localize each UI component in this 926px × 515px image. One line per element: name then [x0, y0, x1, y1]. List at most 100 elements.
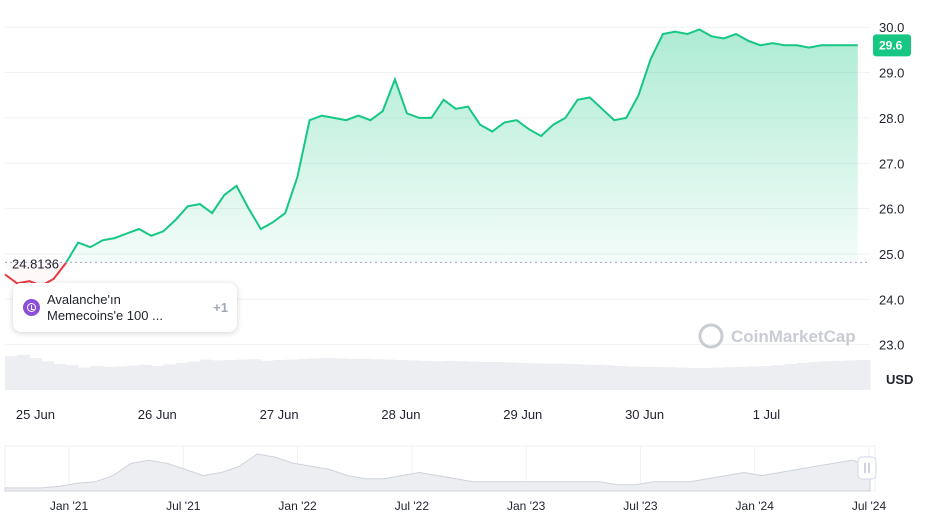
volume-bar	[53, 364, 67, 390]
navigator-label: Jul '23	[623, 499, 658, 513]
volume-bar	[723, 367, 737, 390]
navigator-label: Jan '23	[507, 499, 546, 513]
y-tick-label: 28.0	[879, 111, 904, 126]
volume-bar	[687, 368, 700, 390]
volume-bar	[382, 359, 396, 390]
navigator-label: Jul '22	[395, 499, 430, 513]
reference-price-label: 24.8136	[12, 256, 59, 271]
volume-bar	[273, 360, 286, 390]
x-tick-label: 27 Jun	[260, 407, 299, 422]
volume-bar	[370, 359, 384, 390]
volume-bar	[480, 362, 493, 390]
volume-bar	[638, 366, 652, 390]
volume-bar	[699, 368, 713, 390]
volume-bar	[309, 358, 323, 390]
volume-bar	[577, 364, 591, 390]
volume-bar	[821, 361, 834, 390]
navigator-label: Jul '24	[852, 499, 887, 513]
volume-bar	[662, 367, 676, 390]
volume-bar	[443, 360, 457, 390]
price-area	[4, 28, 858, 287]
volume-bar	[760, 366, 774, 390]
volume-bar	[297, 358, 311, 390]
volume-bar	[114, 366, 128, 390]
y-axis-labels: 30.0 29.0 28.0 27.0 26.0 25.0 24.0 23.0	[879, 20, 904, 352]
x-axis-labels: 25 Jun 26 Jun 27 Jun 28 Jun 29 Jun 30 Jun 1 Ju…	[16, 407, 780, 422]
y-tick-label: 25.0	[879, 247, 904, 262]
volume-bar	[17, 354, 30, 390]
volume-bar	[528, 363, 542, 390]
volume-bar	[29, 358, 43, 390]
volume-bar	[78, 367, 91, 390]
volume-bar	[711, 367, 725, 390]
volume-bar	[212, 360, 225, 390]
navigator-label: Jan '21	[50, 499, 89, 513]
navigator-area	[4, 453, 871, 492]
watermark-text: CoinMarketCap	[731, 327, 856, 346]
price-line	[65, 28, 858, 263]
y-tick-label: 23.0	[879, 338, 904, 353]
navigator-label: Jan '22	[278, 499, 317, 513]
volume-bar	[455, 361, 469, 390]
currency-unit: USD	[886, 372, 913, 387]
volume-bar	[492, 362, 506, 390]
volume-bar	[248, 359, 262, 390]
volume-bar	[809, 362, 822, 390]
volume-bar	[516, 362, 530, 390]
volume-bar	[650, 366, 664, 390]
news-headline: Avalanche'ın Memecoins'e 100 ...	[47, 292, 163, 323]
x-tick-label: 30 Jun	[625, 407, 664, 422]
volume-bar	[90, 366, 103, 390]
news-more-count[interactable]: +1	[213, 300, 228, 315]
x-tick-label: 28 Jun	[381, 407, 420, 422]
navigator-handle[interactable]	[857, 456, 877, 480]
x-tick-label: 25 Jun	[16, 407, 55, 422]
current-price-badge: 29.6	[873, 34, 911, 57]
volume-bar	[358, 358, 371, 390]
navigator-label: Jul '21	[166, 499, 201, 513]
y-tick-label: 29.0	[879, 66, 904, 81]
volume-bar	[796, 362, 810, 390]
volume-bar	[333, 358, 347, 390]
volume-bar	[139, 364, 152, 390]
volume-bar	[541, 363, 554, 390]
volume-bar	[163, 364, 177, 390]
volume-bar	[565, 364, 579, 390]
current-price-value: 29.6	[879, 38, 903, 52]
coinmarketcap-logo-icon	[698, 323, 724, 349]
volume-bar	[857, 360, 871, 390]
volume-bar	[175, 362, 189, 390]
volume-bar	[784, 364, 798, 390]
volume-bar	[772, 365, 786, 390]
x-tick-label: 26 Jun	[138, 407, 177, 422]
volume-bar	[614, 366, 627, 390]
price-area-fill	[66, 29, 858, 263]
watermark: CoinMarketCap	[698, 323, 856, 349]
volume-bar	[65, 365, 79, 390]
volume-bar	[224, 360, 237, 390]
y-tick-label: 30.0	[879, 20, 904, 35]
y-tick-label: 27.0	[879, 156, 904, 171]
volume-bar	[589, 364, 603, 390]
volume-bar	[41, 361, 55, 390]
volume-bar	[187, 361, 201, 390]
volume-bar	[845, 360, 859, 390]
volume-bar	[236, 359, 250, 390]
volume-bar	[419, 360, 432, 390]
volume-bar	[748, 366, 761, 390]
volume-bars	[5, 354, 871, 390]
volume-bar	[394, 360, 408, 390]
x-tick-label: 1 Jul	[753, 407, 781, 422]
y-tick-label: 24.0	[879, 292, 904, 307]
volume-bar	[102, 366, 116, 390]
volume-bar	[833, 360, 847, 390]
volume-bar	[735, 366, 749, 390]
volume-bar	[467, 361, 481, 390]
volume-bar	[431, 361, 445, 390]
volume-bar	[601, 365, 615, 390]
news-card[interactable]: Avalanche'ın Memecoins'e 100 ... +1	[13, 283, 237, 332]
navigator-labels: Jan '21 Jul '21 Jan '22 Jul '22 Jan '23 Jul '…	[50, 499, 887, 513]
range-navigator[interactable]: Jan '21 Jul '21 Jan '22 Jul '22 Jan '23 Jul '…	[4, 445, 887, 513]
volume-bar	[626, 366, 640, 390]
